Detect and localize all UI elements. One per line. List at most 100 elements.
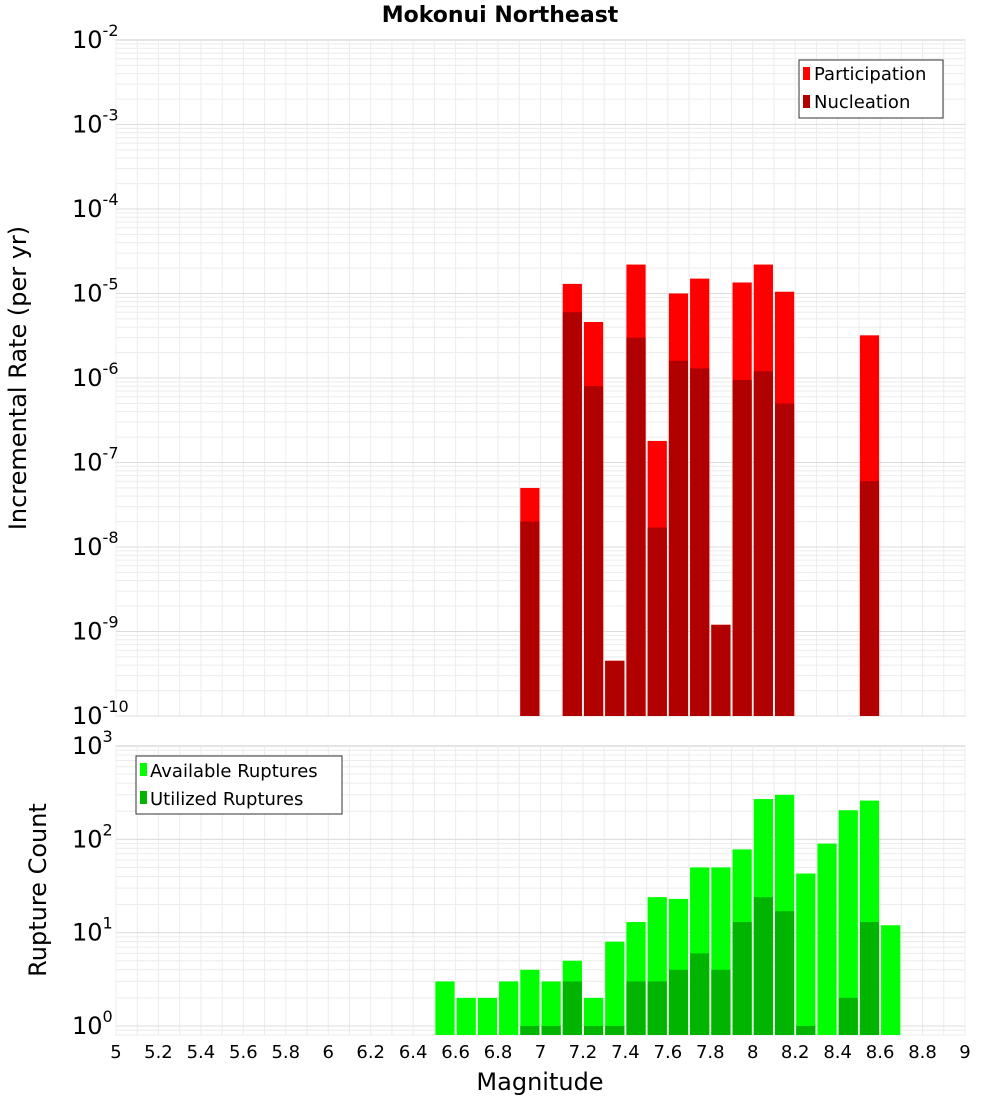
x-tick-label: 7.2 xyxy=(569,1042,598,1063)
nucleation-bar xyxy=(668,360,689,716)
count-y-tick-label: 103 xyxy=(72,727,113,760)
count-y-tick-label: 100 xyxy=(72,1007,113,1040)
nucleation-bar xyxy=(753,371,773,716)
available-ruptures-bar xyxy=(541,981,561,1035)
x-tick-label: 8.4 xyxy=(823,1042,852,1063)
x-tick-label: 6.6 xyxy=(441,1042,470,1063)
count-plot-legend: Available Ruptures Utilized Ruptures xyxy=(135,755,343,815)
x-tick-label: 8.2 xyxy=(781,1042,810,1063)
x-tick-label: 5.8 xyxy=(271,1042,300,1063)
utilized-ruptures-bar xyxy=(796,1025,816,1035)
utilized-ruptures-bar xyxy=(774,911,795,1035)
available-ruptures-bar xyxy=(605,941,625,1035)
count-plot-y-ticks: 100 101 102 103 xyxy=(72,727,113,1040)
rate-y-tick-label: 10-5 xyxy=(72,275,119,308)
x-tick-label: 8.8 xyxy=(908,1042,937,1063)
x-tick-label: 8.6 xyxy=(866,1042,895,1063)
nucleation-bar xyxy=(711,624,731,716)
x-tick-label: 7.4 xyxy=(611,1042,640,1063)
nucleation-bar xyxy=(732,379,752,716)
rate-y-tick-label: 10-2 xyxy=(72,21,119,54)
utilized-ruptures-bar xyxy=(583,1025,604,1035)
nucleation-bar xyxy=(774,403,795,716)
rate-y-tick-label: 10-7 xyxy=(72,444,119,477)
x-tick-label: 5.4 xyxy=(187,1042,216,1063)
utilized-ruptures-bar xyxy=(562,981,582,1035)
available-ruptures-bar xyxy=(796,873,816,1035)
count-y-tick-label: 102 xyxy=(72,820,113,853)
rate-plot-y-ticks: 10-10 10-9 10-8 10-7 10-6 10-5 10-4 10-3 10-2 xyxy=(72,21,129,730)
rate-y-tick-label: 10-9 xyxy=(72,613,119,646)
utilized-ruptures-bar xyxy=(732,922,752,1035)
nucleation-legend-label: Nucleation xyxy=(814,92,910,113)
utilized-ruptures-bar xyxy=(711,969,731,1035)
rate-y-tick-label: 10-4 xyxy=(72,190,119,223)
utilized-legend-swatch xyxy=(140,791,147,804)
utilized-legend-label: Utilized Ruptures xyxy=(150,789,303,810)
available-ruptures-bar xyxy=(499,981,519,1035)
nucleation-legend-swatch xyxy=(803,95,810,108)
x-tick-label: 7.6 xyxy=(654,1042,683,1063)
x-tick-label: 6.8 xyxy=(484,1042,513,1063)
rate-legend-box xyxy=(798,59,944,119)
count-plot-x-ticks: 5 5.2 5.4 5.6 5.8 6 6.2 6.4 6.6 6.8 7 7.2 7.4 7.6 7.8 8… xyxy=(110,1042,970,1063)
utilized-ruptures-bar xyxy=(668,969,689,1035)
nucleation-bar xyxy=(605,660,625,716)
utilized-ruptures-bar xyxy=(520,1025,540,1035)
available-ruptures-bar xyxy=(583,997,604,1035)
x-tick-label: 5.6 xyxy=(229,1042,258,1063)
x-tick-label: 7 xyxy=(535,1042,546,1063)
chart-title: Mokonui Northeast xyxy=(382,3,619,28)
nucleation-bar xyxy=(690,368,710,716)
nucleation-bar xyxy=(583,386,604,716)
rate-y-tick-label: 10-10 xyxy=(72,697,129,730)
utilized-ruptures-bar xyxy=(838,997,858,1035)
available-ruptures-bar xyxy=(477,997,498,1035)
available-legend-swatch xyxy=(140,763,147,776)
count-plot: 100 101 102 103 5 5.2 5.4 5.6 5.8 6 6.2 6.4 6.6 6.8 7… xyxy=(24,727,971,1096)
available-ruptures-bar xyxy=(520,969,540,1035)
available-ruptures-bar xyxy=(456,997,476,1035)
x-tick-label: 8 xyxy=(747,1042,758,1063)
nucleation-bar xyxy=(520,521,540,716)
count-plot-y-axis-label: Rupture Count xyxy=(24,803,52,977)
utilized-ruptures-bar xyxy=(690,953,710,1035)
x-tick-label: 6.4 xyxy=(399,1042,428,1063)
rate-plot-bars xyxy=(520,264,880,716)
x-tick-label: 6.2 xyxy=(356,1042,385,1063)
rate-y-tick-label: 10-8 xyxy=(72,528,119,561)
x-tick-label: 5.2 xyxy=(144,1042,173,1063)
participation-legend-label: Participation xyxy=(814,64,926,85)
rate-plot-legend: Participation Nucleation xyxy=(798,59,944,119)
available-legend-label: Available Ruptures xyxy=(150,761,318,782)
x-tick-label: 7.8 xyxy=(696,1042,725,1063)
x-tick-label: 6 xyxy=(323,1042,334,1063)
utilized-ruptures-bar xyxy=(859,922,880,1035)
count-legend-box xyxy=(135,755,343,815)
rate-plot: 10-10 10-9 10-8 10-7 10-6 10-5 10-4 10-3 10-2 In… xyxy=(4,21,966,730)
nucleation-bar xyxy=(859,481,880,716)
utilized-ruptures-bar xyxy=(753,897,773,1035)
x-axis-label: Magnitude xyxy=(476,1068,603,1096)
rate-y-tick-label: 10-3 xyxy=(72,106,119,139)
x-tick-label: 5 xyxy=(110,1042,121,1063)
count-y-tick-label: 101 xyxy=(72,914,113,947)
available-ruptures-bar xyxy=(435,981,455,1035)
available-ruptures-bar xyxy=(881,925,901,1035)
nucleation-bar xyxy=(562,312,582,716)
rate-y-tick-label: 10-6 xyxy=(72,359,119,392)
rate-plot-y-axis-label: Incremental Rate (per yr) xyxy=(4,226,32,530)
count-plot-bars xyxy=(435,794,901,1035)
available-ruptures-bar xyxy=(838,810,858,1035)
rate-plot-grid xyxy=(115,40,966,717)
nucleation-bar xyxy=(647,527,667,716)
utilized-ruptures-bar xyxy=(647,981,667,1035)
utilized-ruptures-bar xyxy=(541,1025,561,1035)
utilized-ruptures-bar xyxy=(626,981,646,1035)
participation-legend-swatch xyxy=(803,67,810,80)
nucleation-bar xyxy=(626,337,646,716)
available-ruptures-bar xyxy=(817,843,837,1035)
x-tick-label: 9 xyxy=(959,1042,970,1063)
utilized-ruptures-bar xyxy=(605,1025,625,1035)
